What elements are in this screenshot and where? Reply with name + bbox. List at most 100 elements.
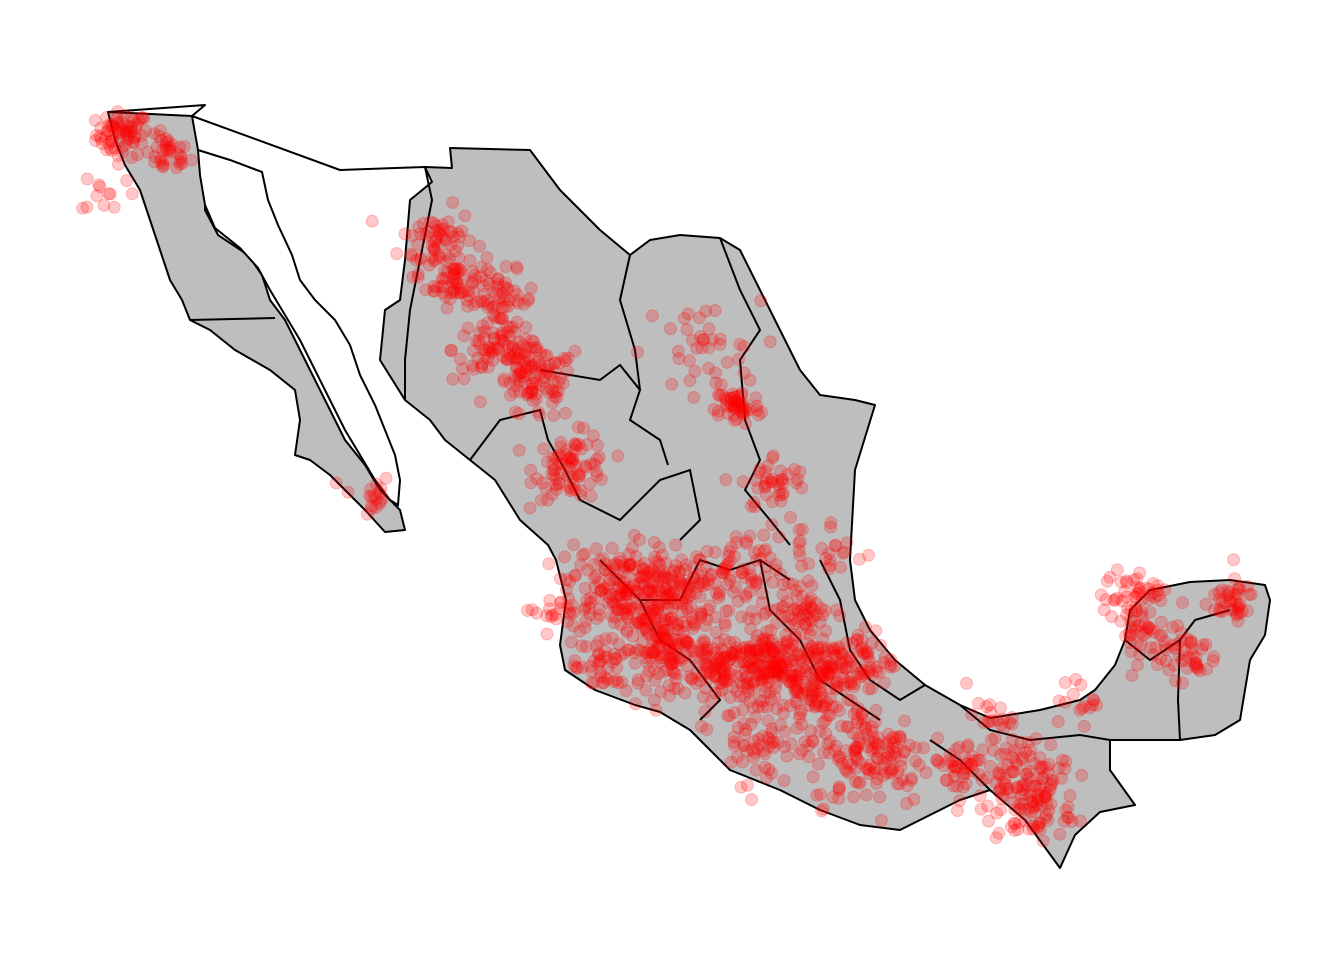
observation-point — [642, 581, 656, 595]
observation-point — [360, 507, 374, 521]
observation-point — [713, 676, 727, 690]
observation-point — [568, 483, 582, 497]
observation-point — [465, 275, 479, 289]
observation-point — [684, 575, 698, 589]
observation-point — [694, 605, 708, 619]
observation-point — [663, 651, 677, 665]
observation-point — [609, 590, 623, 604]
observation-point — [661, 584, 675, 598]
observation-point — [605, 609, 619, 623]
observation-point — [605, 588, 619, 601]
observation-point — [435, 279, 449, 293]
observation-point — [510, 288, 524, 302]
observation-point — [489, 341, 503, 354]
observation-point — [468, 272, 482, 286]
observation-point — [608, 572, 622, 586]
observation-point — [454, 263, 468, 277]
observation-point — [121, 120, 134, 134]
observation-point — [497, 293, 511, 307]
observation-point — [503, 321, 517, 335]
observation-point — [740, 778, 754, 792]
observation-point — [482, 277, 496, 291]
observation-point — [487, 331, 501, 345]
observation-point — [989, 831, 1003, 845]
observation-point — [568, 344, 582, 358]
observation-point — [564, 635, 578, 649]
observation-point — [141, 145, 155, 159]
observation-point — [728, 400, 742, 413]
observation-point — [99, 130, 113, 144]
observation-point — [474, 260, 488, 274]
observation-point — [1226, 603, 1240, 616]
observation-point — [90, 189, 104, 203]
observation-point — [619, 588, 633, 602]
observation-point — [561, 468, 575, 482]
observation-point — [645, 591, 659, 605]
observation-point — [518, 348, 532, 362]
observation-point — [452, 265, 466, 279]
observation-point — [568, 443, 582, 457]
observation-point — [788, 679, 802, 693]
observation-point — [173, 157, 187, 171]
observation-point — [448, 281, 462, 295]
observation-point — [625, 601, 639, 615]
observation-point — [668, 596, 682, 610]
observation-point — [721, 407, 735, 421]
observation-point — [560, 573, 573, 587]
observation-point — [761, 713, 775, 727]
observation-point — [773, 485, 787, 499]
observation-point — [552, 356, 566, 370]
observation-point — [765, 475, 779, 489]
observation-point — [561, 469, 575, 483]
observation-point — [737, 366, 751, 380]
observation-point — [447, 262, 461, 276]
observation-point — [749, 473, 763, 487]
observation-point — [605, 541, 619, 555]
observation-point — [508, 325, 522, 339]
observation-point — [416, 216, 430, 230]
observation-point — [577, 421, 591, 435]
observation-point — [424, 215, 438, 229]
observation-point — [159, 139, 173, 153]
observation-point — [699, 304, 713, 318]
observation-point — [652, 583, 666, 596]
observation-point — [568, 569, 582, 583]
observation-point — [686, 560, 700, 574]
observation-point — [437, 272, 451, 286]
observation-point — [538, 349, 552, 363]
observation-point — [693, 644, 707, 658]
observation-point — [765, 451, 779, 465]
observation-point — [524, 476, 538, 490]
observation-point — [649, 554, 663, 568]
observation-point — [628, 562, 642, 576]
observation-point — [1051, 715, 1065, 729]
observation-point — [125, 119, 139, 133]
observation-point — [479, 274, 493, 287]
observation-point — [638, 556, 651, 570]
observation-point — [430, 280, 444, 294]
observation-point — [647, 564, 661, 578]
observation-point — [513, 365, 527, 379]
observation-point — [780, 749, 794, 763]
observation-point — [606, 595, 620, 609]
observation-point — [125, 151, 139, 164]
observation-point — [736, 404, 750, 418]
observation-point — [961, 738, 975, 752]
observation-point — [546, 373, 560, 387]
observation-point — [135, 111, 149, 125]
observation-point — [530, 365, 544, 379]
observation-point — [561, 452, 575, 466]
observation-point — [580, 593, 594, 607]
observation-point — [833, 609, 847, 622]
observation-point — [764, 623, 778, 637]
observation-point — [559, 354, 573, 367]
observation-point — [758, 465, 772, 479]
observation-point — [521, 359, 535, 373]
observation-point — [671, 344, 685, 358]
observation-point — [521, 386, 535, 400]
observation-point — [135, 129, 149, 142]
observation-point — [102, 137, 116, 151]
observation-point — [526, 394, 540, 408]
observation-point — [594, 583, 608, 597]
observation-point — [624, 557, 637, 571]
